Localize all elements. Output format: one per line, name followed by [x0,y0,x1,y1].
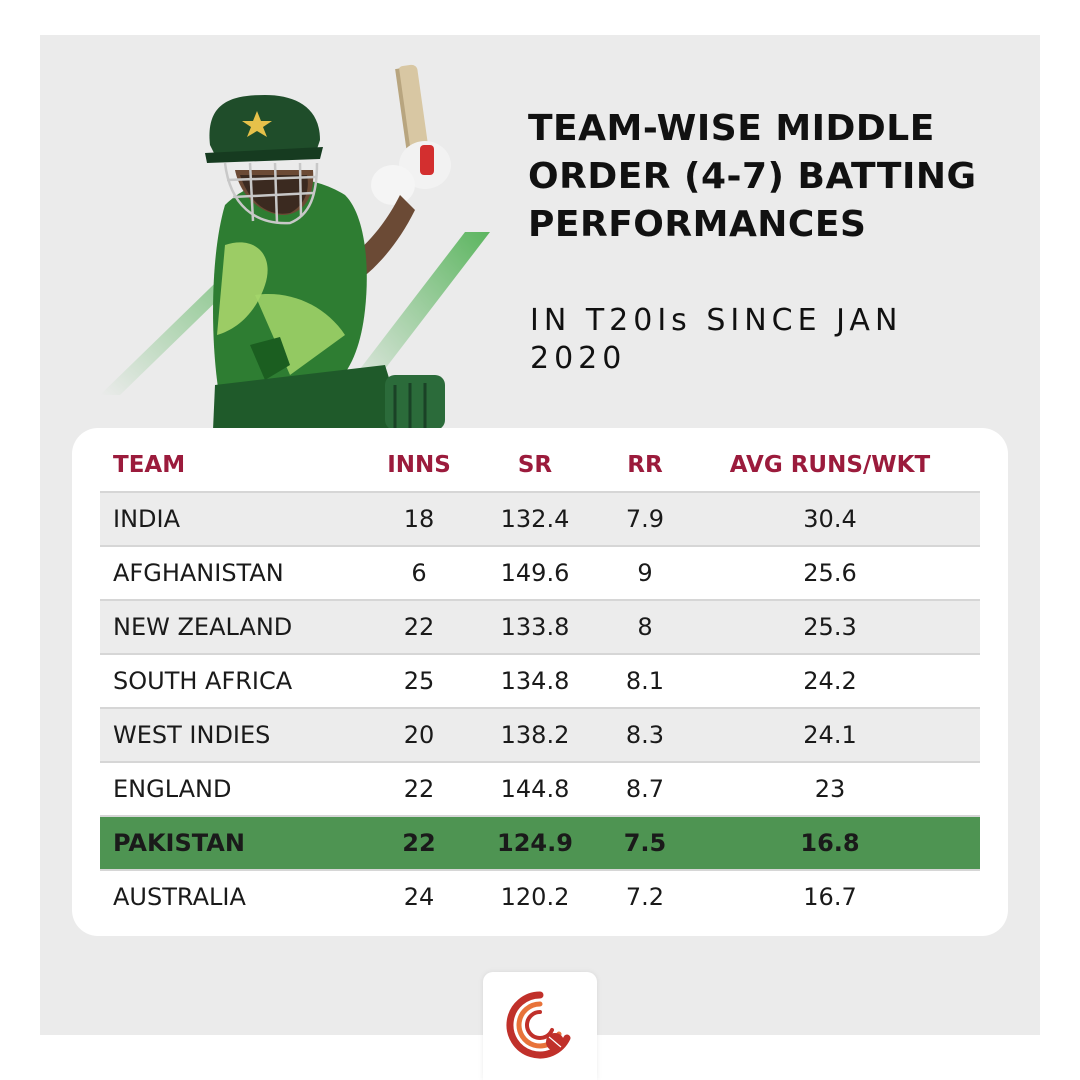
sr-cell: 138.2 [500,721,570,749]
inns-cell: 6 [411,559,427,587]
header-rr: RR [627,452,663,478]
table-body: INDIA 18 132.4 7.9 30.4 AFGHANISTAN 6 149.6 9 25.… [100,491,980,923]
header-team: TEAM [113,452,186,478]
sr-cell: 149.6 [500,559,570,587]
table-row: NEW ZEALAND 22 133.8 8 25.3 [100,599,980,653]
table-row: WEST INDIES 20 138.2 8.3 24.1 [100,707,980,761]
header-sr: SR [517,452,553,478]
table-row: ENGLAND 22 144.8 8.7 23 [100,761,980,815]
rr-cell: 7.9 [625,505,665,533]
sr-cell: 144.8 [500,775,570,803]
team-cell: SOUTH AFRICA [113,667,293,695]
avg-runs-per-wkt-cell: 24.2 [803,667,857,695]
header-inns: INNS [387,452,451,478]
rr-cell: 7.5 [623,829,667,857]
avg-runs-per-wkt-cell: 16.7 [803,883,857,911]
inns-cell: 25 [403,667,435,695]
avg-runs-per-wkt-cell: 24.1 [803,721,857,749]
table-row: INDIA 18 132.4 7.9 30.4 [100,491,980,545]
table-row: SOUTH AFRICA 25 134.8 8.1 24.2 [100,653,980,707]
inns-cell: 22 [403,613,435,641]
avg-runs-per-wkt-cell: 25.3 [803,613,857,641]
team-cell: NEW ZEALAND [113,613,293,641]
table-row: AFGHANISTAN 6 149.6 9 25.6 [100,545,980,599]
sr-cell: 132.4 [500,505,570,533]
avg-runs-per-wkt-cell: 16.8 [800,829,860,857]
sr-cell: 133.8 [500,613,570,641]
sr-cell: 134.8 [500,667,570,695]
inns-cell: 18 [403,505,435,533]
sr-cell: 124.9 [497,829,573,857]
table-row: PAKISTAN 22 124.9 7.5 16.8 [100,815,980,869]
team-cell: INDIA [113,505,181,533]
brand-logo [483,972,597,1080]
rr-cell: 8.1 [625,667,665,695]
team-cell: PAKISTAN [113,829,245,857]
inns-cell: 22 [402,829,436,857]
rr-cell: 9 [637,559,653,587]
header-avg-runs-per-wkt: AVG RUNS/WKT [729,452,931,478]
cricket-batsman-image [205,64,451,430]
rr-cell: 8.3 [625,721,665,749]
team-cell: ENGLAND [113,775,232,803]
inns-cell: 20 [403,721,435,749]
team-cell: WEST INDIES [113,721,271,749]
inns-cell: 24 [403,883,435,911]
table-header: TEAM INNS SR RR AVG RUNS/WKT [100,440,980,490]
chart-title: TEAM-WISE MIDDLE ORDER (4-7) BATTING PER… [528,108,977,245]
rr-cell: 8 [637,613,653,641]
avg-runs-per-wkt-cell: 30.4 [803,505,857,533]
avg-runs-per-wkt-cell: 25.6 [803,559,857,587]
rr-cell: 7.2 [625,883,665,911]
team-cell: AFGHANISTAN [113,559,284,587]
table-row: AUSTRALIA 24 120.2 7.2 16.7 [100,869,980,923]
sr-cell: 120.2 [500,883,570,911]
inns-cell: 22 [403,775,435,803]
team-cell: AUSTRALIA [113,883,246,911]
chart-subtitle: IN T20Is SINCE JAN 2020 [530,303,903,376]
rr-cell: 8.7 [625,775,665,803]
avg-runs-per-wkt-cell: 23 [814,775,846,803]
cricket-ball-logo-icon [506,991,571,1059]
